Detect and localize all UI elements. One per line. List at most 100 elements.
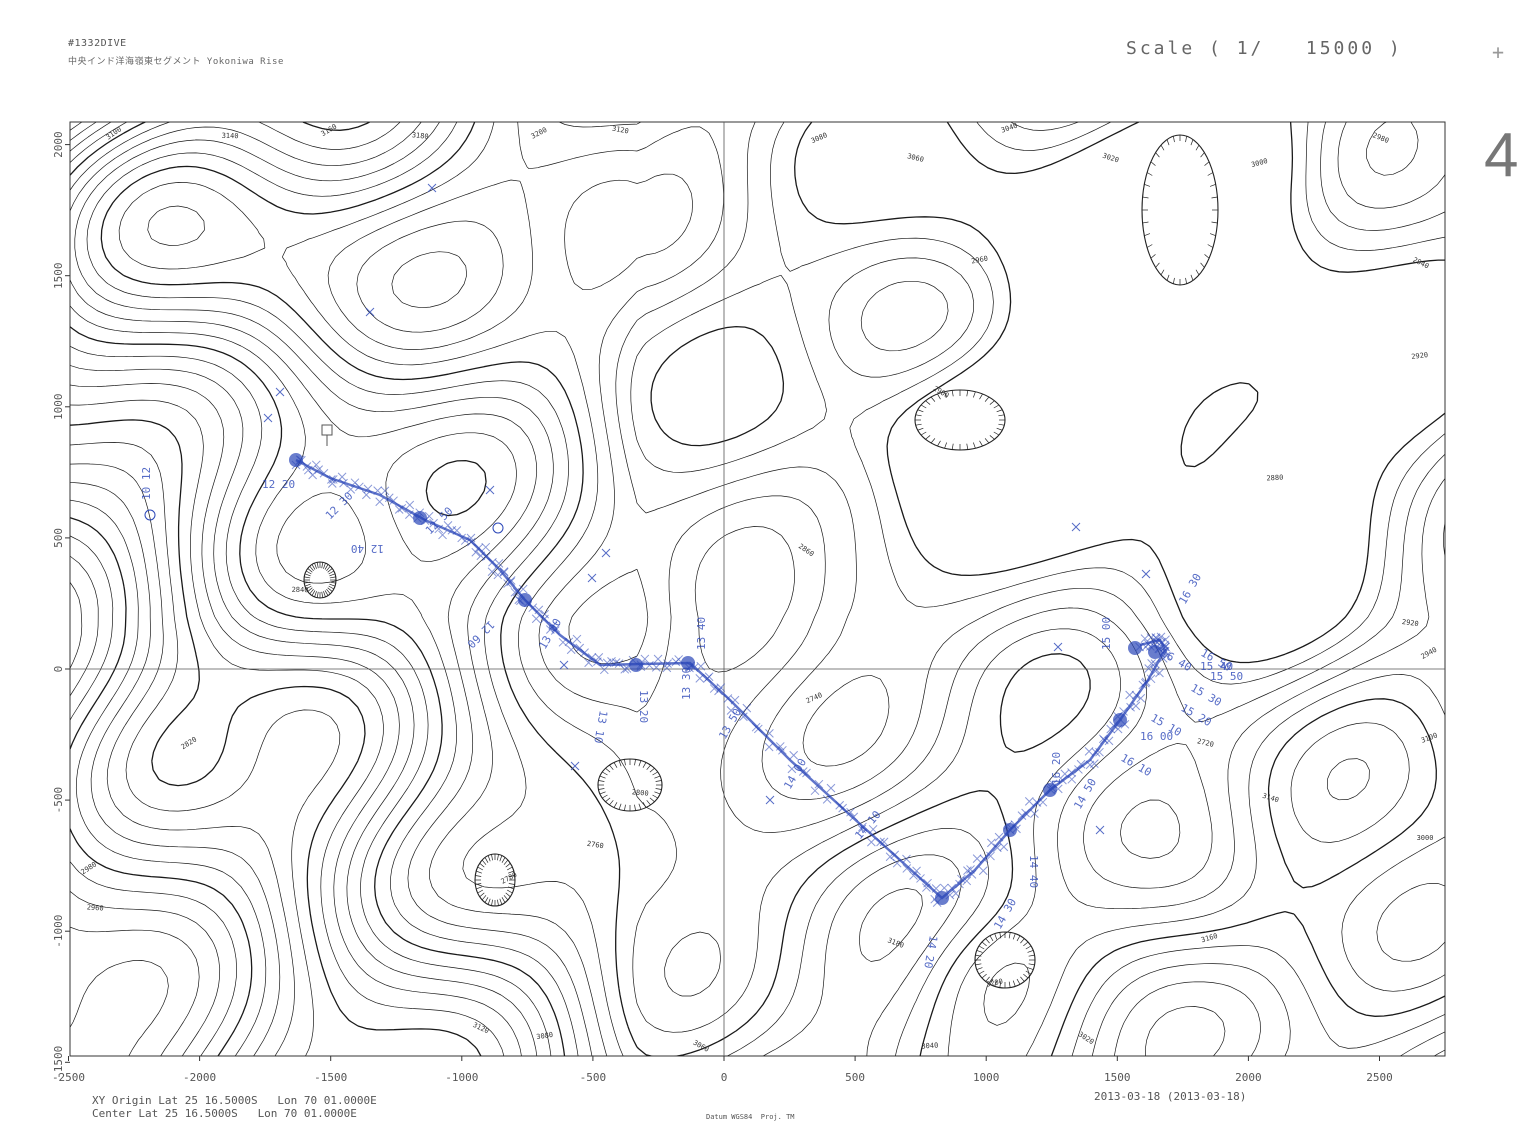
hachure-tick: [326, 565, 331, 572]
fix-marker: [346, 484, 356, 494]
hachure-tick: [624, 804, 626, 811]
contour-label: 2960: [971, 255, 989, 266]
fix-marker: [640, 654, 650, 664]
hachure-tick: [484, 857, 489, 863]
hachure-tick: [915, 414, 922, 417]
hachure-tick: [1185, 277, 1187, 284]
fix-marker: [447, 525, 457, 535]
fix-marker: [1071, 522, 1081, 532]
track-time-label: 15 30: [1189, 681, 1224, 709]
contour-line: [391, 122, 1445, 859]
contour-label: 2920: [1411, 351, 1429, 361]
hachure-tick: [996, 427, 1003, 431]
hachure-tick: [649, 768, 655, 773]
hachure-tick: [646, 764, 651, 770]
fix-marker: [902, 854, 911, 864]
fix-marker: [1144, 664, 1154, 673]
fix-marker: [739, 712, 748, 722]
fix-marker: [979, 854, 989, 864]
hachure-tick: [994, 980, 998, 987]
hachure-tick: [1150, 161, 1156, 166]
fix-marker: [584, 658, 593, 668]
map-frame: [69, 121, 1446, 1057]
hachure-tick: [1028, 963, 1035, 966]
contour-line: [70, 122, 1226, 1056]
hachure-tick: [976, 950, 983, 953]
fix-marker: [1060, 769, 1070, 779]
contour-label: 2820: [180, 735, 199, 751]
hachure-tick: [925, 435, 931, 440]
contour-line: [147, 122, 1445, 1026]
contour-line: [70, 582, 200, 1056]
hachure-tick: [944, 442, 947, 449]
y-tick-label: 2000: [52, 131, 65, 158]
track-time-label: 13 20: [637, 690, 650, 723]
fix-marker: [810, 786, 820, 796]
fix-marker: [1131, 701, 1141, 711]
hachure-tick: [327, 568, 333, 573]
fix-marker: [885, 852, 895, 862]
hachure-tick: [304, 573, 311, 577]
fix-marker: [765, 729, 774, 738]
fix-marker: [1140, 634, 1150, 643]
fix-marker: [1017, 811, 1027, 820]
fix-marker: [1161, 642, 1170, 652]
fix-marker: [499, 567, 509, 577]
fix-marker: [389, 496, 398, 506]
hachure-tick: [1144, 233, 1151, 236]
contour-label: 3180: [411, 131, 429, 141]
x-tick-label: -1000: [445, 1071, 478, 1084]
contour-labels: 3100 3140 3160 3180 3200 3120 3080 3060 3040 3020…: [80, 122, 1439, 1054]
hachure-tick: [323, 562, 326, 569]
contour-line: [650, 122, 1445, 664]
hachure-tick: [491, 899, 493, 906]
hachure-tick: [314, 562, 317, 569]
contour-line: [100, 122, 1445, 1056]
fix-marker: [1162, 651, 1171, 661]
hachure-tick: [979, 440, 983, 447]
fix-marker: [653, 654, 663, 664]
hachure-tick: [304, 583, 311, 587]
contour-label: 2960: [86, 903, 103, 912]
survey-subtitle: 中央インド洋海嶺東セグメント Yokoniwa Rise: [68, 57, 284, 67]
contour-label: 3160: [1200, 932, 1218, 944]
contour-line: [70, 122, 1445, 1056]
x-tick-label: 2500: [1366, 1071, 1393, 1084]
depression-ring: [597, 758, 663, 812]
hachure-tick: [314, 591, 317, 598]
fix-marker: [967, 870, 977, 879]
fix-marker: [892, 858, 902, 868]
track-time-label: 15 50: [1210, 670, 1243, 683]
hachure-tick: [499, 898, 503, 905]
contour-label: 2900: [932, 385, 951, 400]
fix-marker: [362, 490, 371, 500]
fix-marker: [373, 486, 382, 495]
hachure-tick: [602, 794, 608, 799]
fix-marker: [1106, 724, 1116, 734]
hachure-tick: [613, 762, 618, 768]
fix-marker: [978, 866, 988, 876]
fix-marker: [397, 503, 407, 513]
hachure-tick: [984, 396, 990, 402]
fix-marker: [1095, 825, 1105, 835]
contour-label: 3160: [320, 123, 339, 139]
fix-marker: [471, 547, 481, 557]
contour-line: [86, 122, 1445, 1056]
contour-line: [70, 555, 221, 1056]
hachure-tick: [1160, 269, 1165, 276]
hachure-tick: [1166, 139, 1170, 146]
contour-line: [70, 442, 341, 1056]
fix-marker: [375, 497, 385, 507]
track-time-label: 12 20: [262, 478, 295, 491]
hachure-tick: [1020, 976, 1025, 982]
fix-marker: [822, 795, 832, 804]
hachure-tick: [324, 590, 329, 596]
datum-line: Datum WGS84 Proj. TM: [706, 1113, 795, 1121]
track-time-label: 14 40: [1027, 855, 1040, 888]
fix-marker: [730, 695, 740, 705]
contour-label: 3140: [1261, 792, 1279, 805]
waypoint-marker: [492, 522, 504, 534]
fix-marker: [474, 543, 483, 553]
hachure-tick: [978, 945, 985, 950]
fix-marker: [999, 842, 1009, 852]
